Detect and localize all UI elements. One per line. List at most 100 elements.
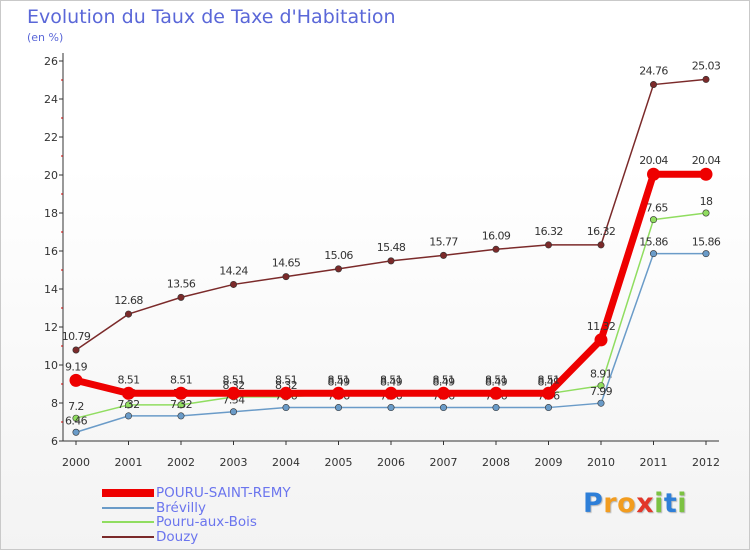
data-point — [387, 257, 395, 265]
data-label: 13.56 — [167, 277, 196, 290]
data-label: 7.32 — [170, 398, 192, 411]
data-label: 9.19 — [65, 360, 88, 373]
data-label: 15.86 — [692, 236, 721, 249]
x-tick-label: 2002 — [167, 456, 195, 469]
data-label: 7.99 — [590, 385, 613, 398]
logo-letter: t — [663, 488, 678, 519]
x-tick-label: 2001 — [115, 456, 143, 469]
legend-item: POURU-SAINT-REMY — [102, 485, 362, 501]
logo-letter: x — [636, 488, 655, 519]
data-point — [384, 386, 398, 400]
data-point — [177, 412, 185, 420]
data-point — [544, 241, 552, 249]
data-label: 8.49 — [432, 376, 455, 389]
legend-swatch — [102, 521, 154, 524]
data-label: 25.03 — [692, 59, 721, 72]
data-label: 8.51 — [380, 373, 402, 386]
data-point — [702, 250, 710, 258]
data-point — [72, 414, 80, 422]
x-tick-label: 2011 — [640, 456, 668, 469]
data-point — [387, 404, 395, 412]
y-tick-label: 16 — [44, 245, 58, 258]
data-point — [177, 401, 185, 409]
data-point — [649, 250, 657, 258]
data-point — [125, 401, 133, 409]
y-tick-label: 14 — [44, 283, 58, 296]
data-point — [702, 75, 710, 83]
data-label: 12.68 — [114, 294, 143, 307]
data-label: 8.51 — [117, 373, 139, 386]
proxiti-logo: Proxiti — [583, 488, 687, 519]
data-point — [177, 293, 185, 301]
x-tick-label: 2007 — [430, 456, 458, 469]
data-label: 8.49 — [380, 376, 403, 389]
data-label: 8.32 — [275, 379, 297, 392]
y-tick-label: 18 — [44, 207, 58, 220]
x-tick-label: 2006 — [377, 456, 405, 469]
data-label: 14.65 — [272, 257, 301, 270]
legend-label: Douzy — [156, 528, 199, 545]
data-label: 16.32 — [534, 225, 563, 238]
y-tick-label: 12 — [44, 321, 58, 334]
data-label: 8.51 — [170, 373, 192, 386]
data-label: 8.32 — [222, 379, 244, 392]
y-tick-label: 8 — [51, 397, 58, 410]
data-point — [702, 209, 710, 217]
x-tick-label: 2004 — [272, 456, 300, 469]
legend-label: Brévilly — [156, 499, 207, 516]
logo-letter: r — [603, 488, 618, 519]
data-point — [597, 241, 605, 249]
legend-swatch — [102, 506, 154, 509]
data-label: 8.51 — [327, 373, 349, 386]
chart-subtitle: (en %) — [27, 31, 64, 44]
data-label: 6.46 — [65, 414, 88, 427]
data-point — [437, 386, 450, 400]
legend-swatch — [102, 489, 154, 498]
data-point — [492, 245, 500, 253]
x-tick-label: 2000 — [62, 456, 90, 469]
data-label: 8.51 — [275, 373, 297, 386]
data-point — [647, 167, 660, 181]
legend-item: Brévilly — [102, 499, 362, 516]
data-point — [279, 386, 293, 400]
data-label: 8.49 — [485, 376, 508, 389]
data-label: 8.49 — [327, 376, 350, 389]
legend-label: POURU-SAINT-REMY — [156, 485, 291, 501]
y-tick-label: 20 — [44, 169, 58, 182]
data-point — [230, 280, 238, 288]
data-point — [125, 310, 133, 318]
data-label: 8.51 — [537, 373, 559, 386]
data-label: 11.32 — [587, 320, 616, 333]
chart-legend: POURU-SAINT-REMY Brévilly Pouru-aux-Bois Do… — [102, 485, 362, 545]
data-point — [542, 386, 555, 400]
data-point — [597, 399, 605, 407]
logo-letter: o — [617, 488, 637, 519]
data-label: 8.51 — [485, 373, 507, 386]
data-point — [439, 404, 447, 412]
chart-title: Evolution du Taux de Taxe d'Habitation — [27, 6, 396, 28]
data-point — [125, 412, 133, 420]
logo-letter: P — [583, 488, 604, 519]
data-label: 7.2 — [68, 400, 84, 413]
data-point — [649, 216, 657, 224]
data-point — [544, 404, 552, 412]
legend-item: Pouru-aux-Bois — [102, 514, 362, 530]
data-point — [282, 273, 290, 281]
legend-label: Pouru-aux-Bois — [156, 514, 257, 530]
data-point — [69, 373, 83, 387]
data-label: 15.77 — [429, 235, 458, 248]
data-point — [72, 346, 80, 354]
data-label: 8.51 — [432, 373, 454, 386]
y-tick-label: 22 — [44, 131, 58, 144]
x-tick-label: 2012 — [692, 456, 720, 469]
x-tick-label: 2005 — [325, 456, 353, 469]
data-point — [334, 404, 342, 412]
data-label: 18 — [700, 195, 713, 208]
data-point — [597, 382, 605, 390]
x-tick-label: 2010 — [587, 456, 615, 469]
data-label: 16.32 — [587, 225, 616, 238]
data-point — [230, 408, 238, 416]
legend-swatch — [102, 535, 154, 538]
data-point — [594, 333, 608, 347]
